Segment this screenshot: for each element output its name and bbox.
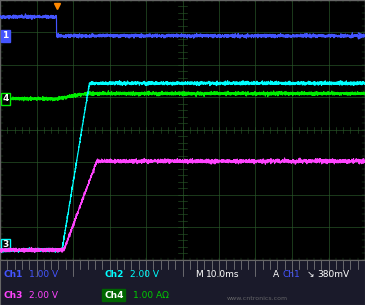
Text: 4: 4 — [2, 94, 9, 103]
Text: 10.0ms: 10.0ms — [206, 270, 240, 279]
Text: Ch4: Ch4 — [104, 291, 123, 300]
Text: Ch1: Ch1 — [283, 270, 301, 279]
Text: Ch3: Ch3 — [4, 291, 23, 300]
Text: 1: 1 — [2, 31, 9, 40]
Text: 1.00 AΩ: 1.00 AΩ — [133, 291, 169, 300]
Text: Ch1: Ch1 — [4, 270, 23, 279]
Text: 2.00 V: 2.00 V — [130, 270, 158, 279]
Text: ↘: ↘ — [307, 270, 314, 279]
Text: 2.00 V: 2.00 V — [29, 291, 58, 300]
Text: A: A — [273, 270, 279, 279]
Text: Ch2: Ch2 — [104, 270, 123, 279]
Text: 1.00 V: 1.00 V — [29, 270, 58, 279]
Text: 3: 3 — [2, 240, 9, 249]
Text: www.cntronics.com: www.cntronics.com — [226, 296, 287, 301]
Text: 380mV: 380mV — [318, 270, 350, 279]
Text: M: M — [195, 270, 203, 279]
